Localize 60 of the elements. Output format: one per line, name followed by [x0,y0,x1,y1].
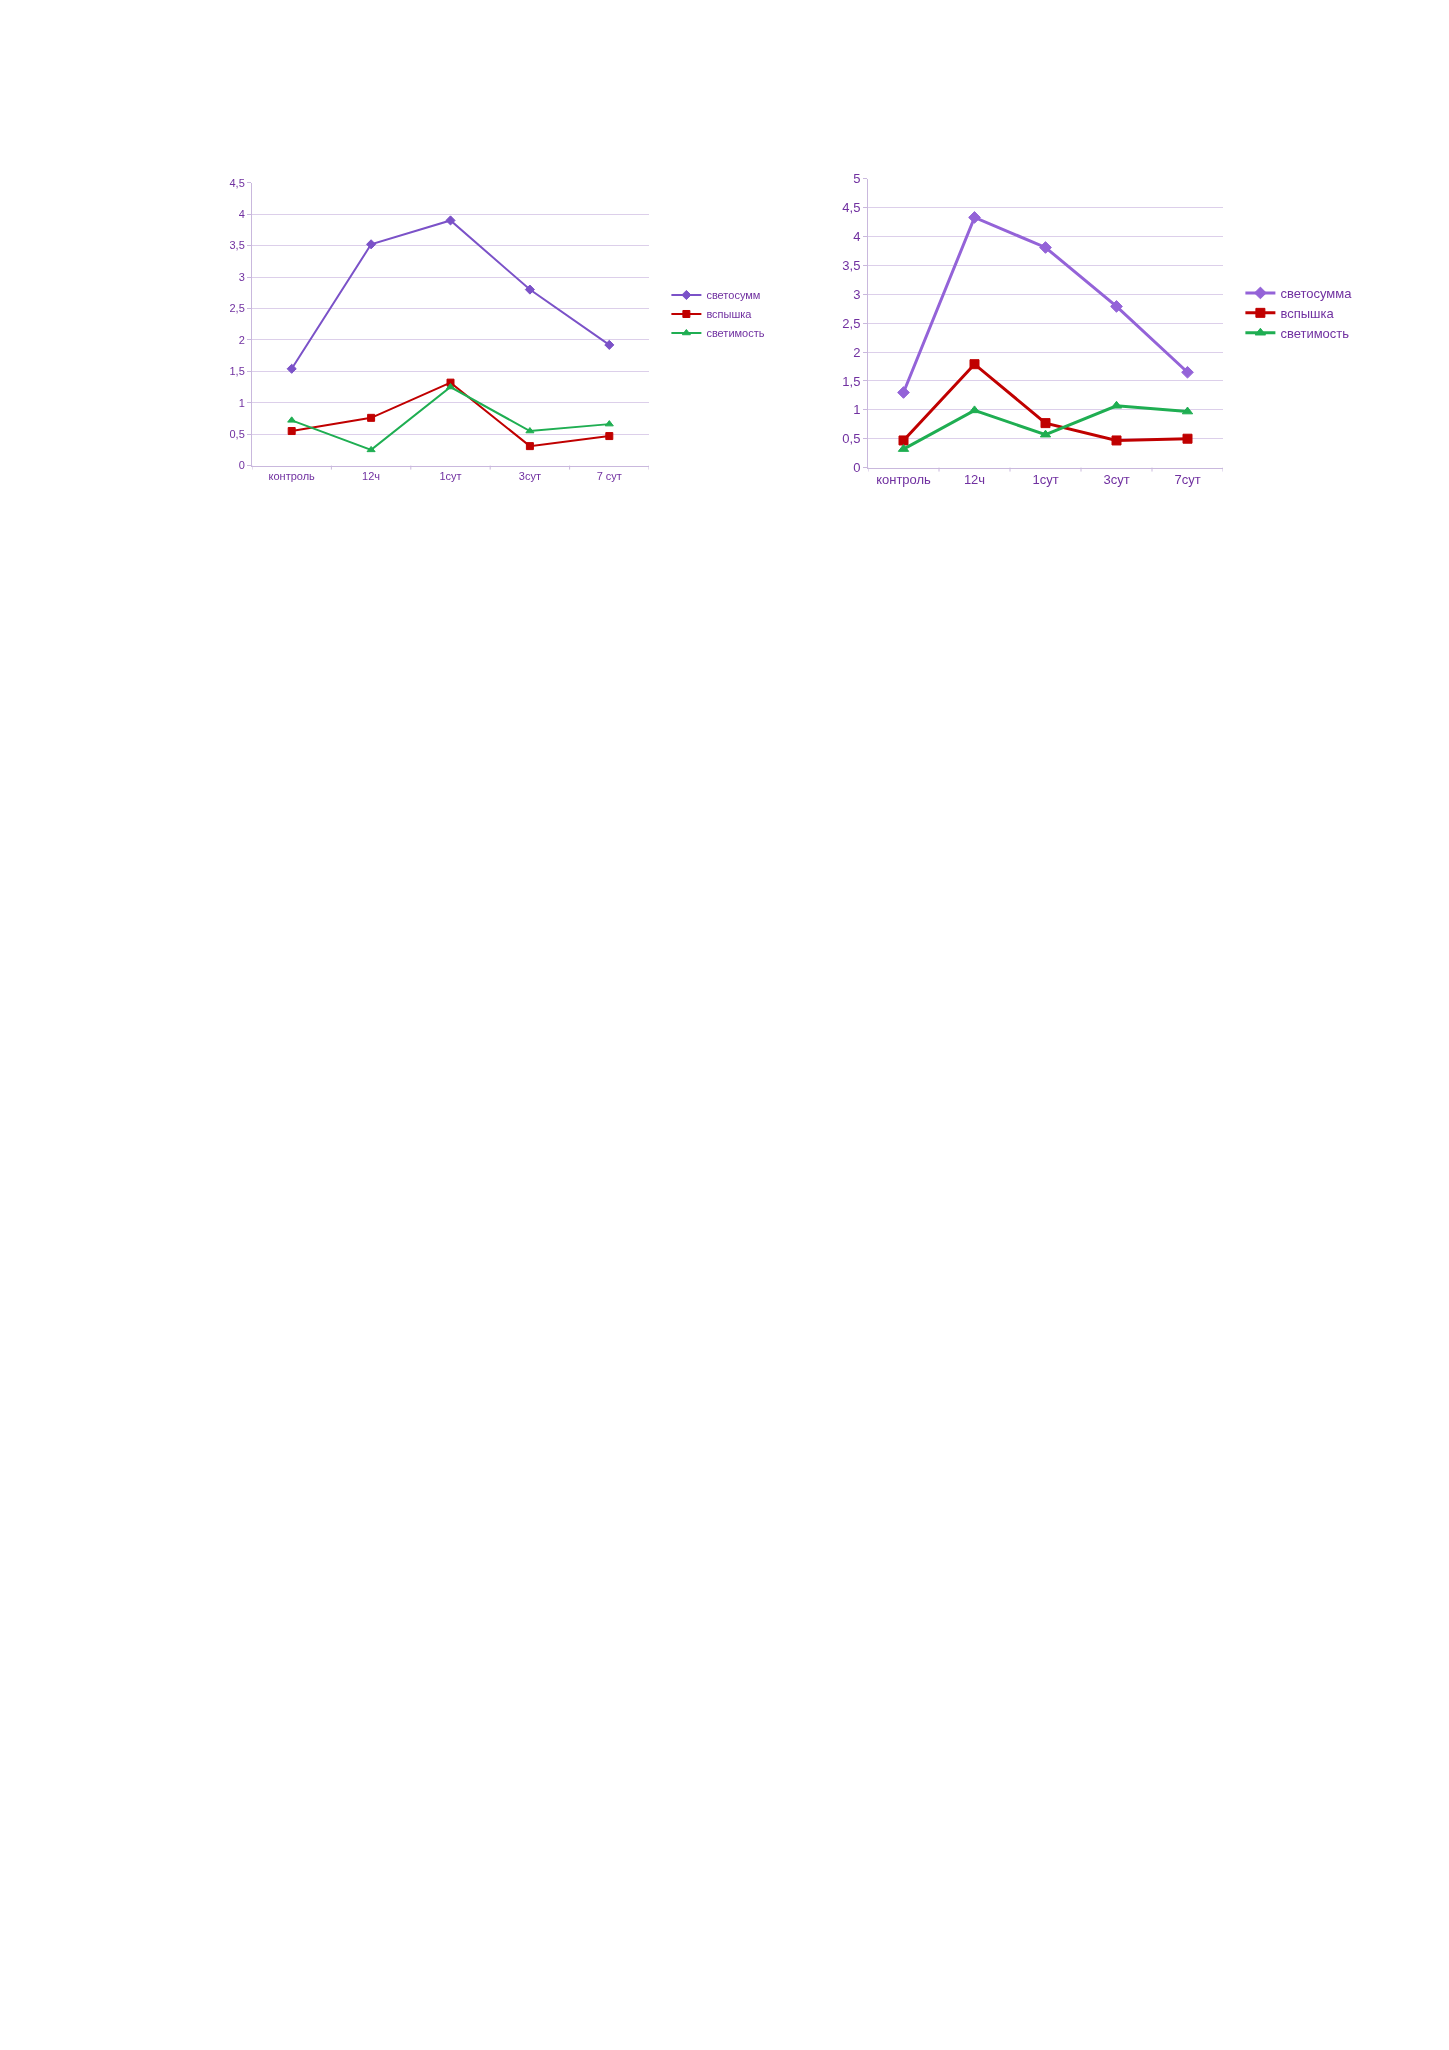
point [525,442,534,451]
x-tick-label: 7 сут [596,469,622,482]
x-tick-label: 1сут [439,469,462,482]
x-tick-label: 12ч [362,469,381,482]
y-tick-label: 3 [853,286,861,302]
y-tick-label: 4,5 [229,176,245,189]
point [897,386,910,399]
x-tick-label: контроль [876,472,932,488]
y-tick-label: 2,5 [842,315,861,331]
y-tick-label: 0,5 [842,431,861,447]
y-tick-label: 3,5 [229,239,245,252]
y-tick-label: 3,5 [842,257,861,273]
y-tick-label: 0 [853,460,861,476]
point [286,363,297,374]
legend-label: светосумм [706,289,761,302]
y-tick-label: 1,5 [842,373,861,389]
point [287,427,296,436]
point [604,339,615,350]
y-tick-label: 3 [238,270,245,283]
point [366,445,376,453]
point [604,420,614,427]
x-tick-label: 1сут [1032,472,1059,488]
point [1110,300,1123,313]
point [1040,418,1051,429]
y-tick-label: 2 [853,344,861,360]
point [445,215,456,226]
y-tick-label: 1 [853,402,861,418]
x-tick-label: 7сут [1174,472,1201,488]
point [367,413,376,422]
point [287,416,297,423]
point [898,435,909,446]
point [524,284,535,295]
y-tick-label: 2 [238,333,245,346]
x-tick-label: 12ч [963,472,986,488]
point [1111,435,1122,446]
legend-label: светимость [1280,325,1350,341]
y-tick-label: 4,5 [842,200,861,216]
y-tick-label: 4 [238,207,245,220]
y-tick-label: 1,5 [229,365,245,378]
x-tick-label: контроль [268,469,316,482]
y-tick-label: 2,5 [229,302,245,315]
point [525,427,535,434]
x-tick-label: 3сут [518,469,541,482]
y-tick-label: 5 [853,171,861,187]
point [969,359,980,370]
legend-label: светимость [706,327,765,340]
point [1181,365,1194,379]
y-tick-label: 0,5 [229,428,245,441]
legend-label: вспышка [1280,305,1335,321]
y-tick-label: 4 [853,229,861,245]
point [968,211,981,224]
x-tick-label: 3сут [1103,472,1130,488]
legend-label: вспышка [706,308,753,321]
point [1039,241,1052,254]
point [605,432,614,441]
legend-label: светосумма [1280,286,1353,302]
point [366,239,377,250]
y-tick-label: 1 [238,396,245,409]
y-tick-label: 0 [238,459,245,472]
point [1182,433,1193,444]
